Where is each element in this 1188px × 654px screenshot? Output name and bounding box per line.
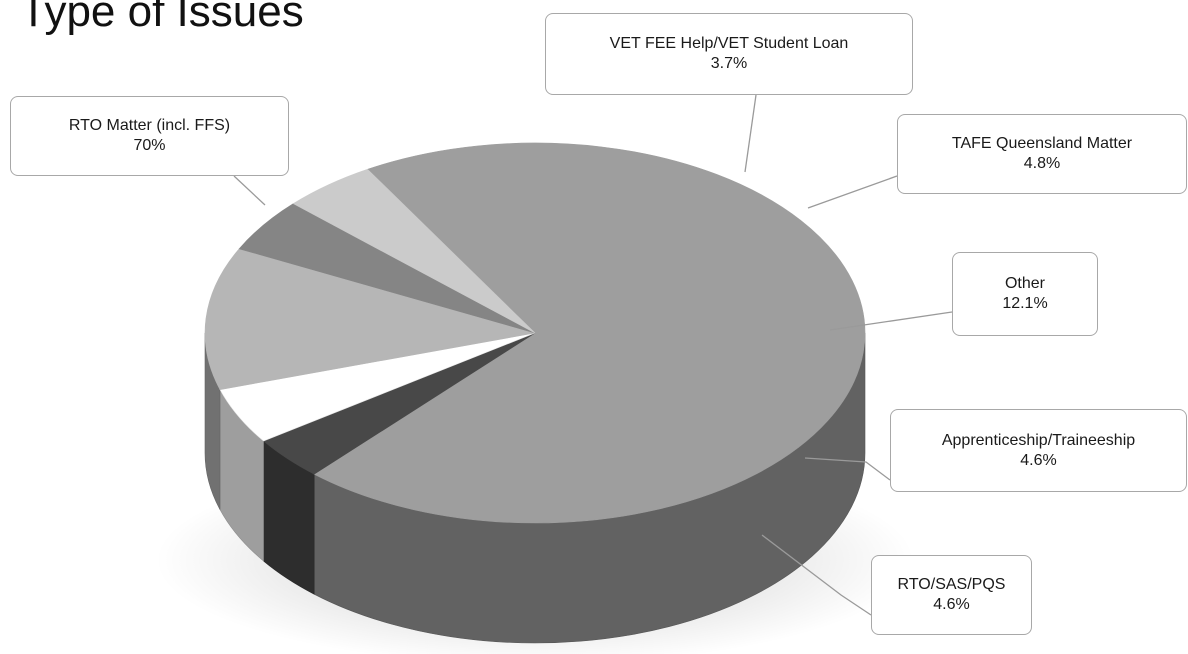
leader-line-2 xyxy=(807,175,898,209)
pie-slice-3 xyxy=(204,248,536,390)
leader-line-0 xyxy=(233,175,266,206)
pie-slice-0 xyxy=(313,142,866,524)
callout-label: TAFE Queensland Matter xyxy=(951,135,1133,152)
callout-label: VET FEE Help/VET Student Loan xyxy=(609,35,849,52)
leader-line-3 xyxy=(829,311,953,331)
callout-value: 4.6% xyxy=(933,596,970,613)
pie-sides xyxy=(204,332,866,644)
callout-leaders xyxy=(233,94,953,616)
callout-value: 70% xyxy=(133,137,166,154)
callout-rto-matter: RTO Matter (incl. FFS) 70% xyxy=(10,96,289,176)
callout-vet-fee-help: VET FEE Help/VET Student Loan 3.7% xyxy=(545,13,913,95)
callout-value: 12.1% xyxy=(1002,295,1048,312)
callout-tafe-queensland: TAFE Queensland Matter 4.8% xyxy=(897,114,1187,194)
callout-value: 4.6% xyxy=(1020,451,1057,469)
callout-value: 4.8% xyxy=(1023,155,1061,172)
callout-apprenticeship: Apprenticeship/Traineeship 4.6% xyxy=(890,409,1187,492)
chart-title: Type of Issues xyxy=(20,0,304,36)
pie-slice-5 xyxy=(292,168,536,334)
callout-label: RTO/SAS/PQS xyxy=(897,576,1006,593)
callout-label: Apprenticeship/Traineeship xyxy=(941,431,1136,449)
callout-label: Other xyxy=(1004,275,1045,292)
callout-value: 3.7% xyxy=(710,55,748,72)
pie-tops xyxy=(204,142,866,524)
callout-other: Other 12.1% xyxy=(952,252,1098,336)
leader-line-5 xyxy=(761,534,872,616)
leader-line-4 xyxy=(804,457,891,481)
leader-line-1 xyxy=(744,94,757,173)
callout-label: RTO Matter (incl. FFS) xyxy=(68,117,231,134)
callout-rto-sas-pqs: RTO/SAS/PQS 4.6% xyxy=(871,555,1032,635)
